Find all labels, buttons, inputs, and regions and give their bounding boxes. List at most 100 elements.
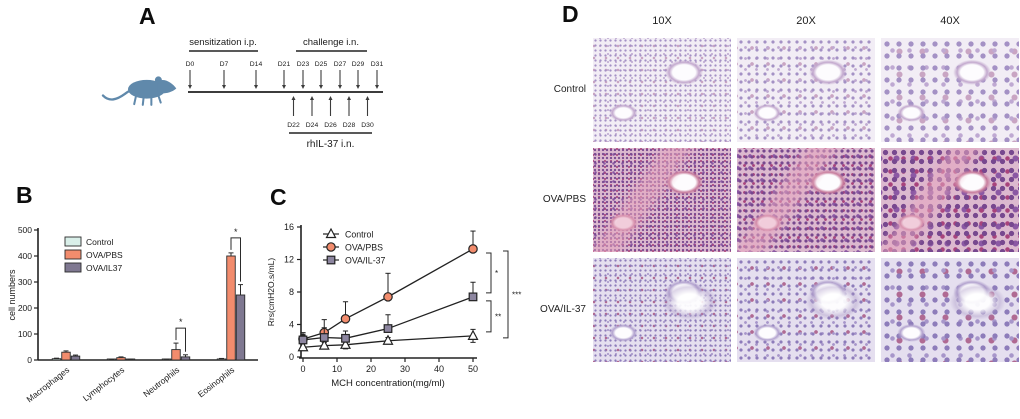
significance-bracket — [230, 237, 241, 282]
histology-image-control-10x — [593, 38, 731, 142]
y-tick-label: 0 — [27, 355, 32, 365]
histology-image-ova-pbs-10x — [593, 148, 731, 252]
x-tick-label: 20 — [366, 364, 376, 374]
y-tick-label: 8 — [289, 287, 294, 297]
day-label: D24 — [306, 122, 319, 129]
airway-resistance-line-chart: 0 10 20 30 40 50 0 4 8 12 16 MCH concentration(mg/m… — [266, 222, 521, 389]
data-point-Control — [382, 334, 394, 345]
mouse-leg — [157, 94, 162, 104]
y-tick-label: 500 — [18, 225, 32, 235]
data-point-Control — [318, 339, 330, 350]
histology-image-ova-pbs-40x — [881, 148, 1019, 252]
magnification-header-40x: 40X — [940, 15, 960, 27]
legend-label: OVA/IL-37 — [345, 256, 386, 266]
bar-OVA/PBS — [116, 357, 126, 361]
treatment-up-arrow-head — [347, 96, 351, 100]
y-axis-title: cell numbers — [7, 269, 17, 321]
histology-image-control-20x — [737, 38, 875, 142]
panel-d-label: D — [562, 1, 579, 27]
data-point-Control — [297, 340, 309, 352]
injection-down-arrow-head — [254, 85, 258, 89]
bar-Control — [51, 358, 62, 361]
day-label: D28 — [343, 122, 356, 129]
injection-down-arrow-head — [282, 85, 286, 89]
y-tick-label: 12 — [284, 255, 294, 265]
treatment-up-arrow-head — [365, 96, 370, 100]
x-tick-label: 40 — [434, 364, 444, 374]
data-point-OVA/IL-37 — [341, 333, 350, 343]
x-tick-label: 0 — [300, 364, 305, 374]
data-point-OVA/PBS — [468, 244, 478, 254]
bar-OVA/IL37 — [235, 294, 246, 361]
legend-swatch — [64, 262, 82, 273]
significance-label: *** — [512, 290, 521, 299]
histology-row-label-control: Control — [553, 84, 586, 95]
histology-image-ova-il37-10x — [593, 258, 731, 362]
x-tick-label: 10 — [332, 364, 342, 374]
day-label: D21 — [278, 61, 291, 68]
day-label: D0 — [186, 61, 195, 68]
histology-image-ova-il37-40x — [881, 258, 1019, 362]
treatment-label: rhIL-37 i.n. — [307, 139, 355, 150]
day-label: D30 — [361, 122, 374, 129]
mouse-leg — [133, 96, 137, 106]
injection-down-arrow-head — [222, 85, 226, 89]
day-label: D29 — [352, 61, 365, 68]
magnification-header-10x: 10X — [652, 15, 672, 27]
mouse-leg — [141, 96, 145, 106]
data-point-OVA/PBS — [340, 314, 351, 324]
y-tick-label: 0 — [289, 352, 294, 362]
y-axis-title: Rrs(cmH2O.s/mL) — [266, 258, 276, 327]
mouse-body — [127, 79, 166, 99]
data-point-Control — [340, 338, 351, 349]
significance-bracket — [175, 327, 186, 352]
bar-OVA/PBS — [61, 351, 71, 361]
bar-OVA/PBS — [226, 255, 236, 361]
histology-image-ova-il37-20x — [737, 258, 875, 362]
challenge-label: challenge i.n. — [303, 37, 359, 48]
category-label: Macrophages — [24, 365, 71, 405]
y-tick-label: 100 — [18, 329, 32, 339]
day-label: D25 — [315, 61, 328, 68]
data-point-OVA/PBS — [383, 292, 393, 302]
legend-label: OVA/PBS — [86, 250, 123, 260]
significance-label: * — [234, 227, 238, 237]
injection-down-arrow-head — [301, 85, 305, 89]
legend-label: Control — [86, 237, 114, 247]
y-tick-label: 4 — [289, 320, 294, 330]
cell-numbers-bar-chart: 0 100 200 300 400 500 cell numbers Macrophages L… — [7, 225, 258, 405]
histology-row-label-ova-pbs: OVA/PBS — [542, 194, 586, 205]
panel-c-label: C — [270, 184, 287, 210]
legend-swatch — [64, 249, 82, 260]
day-label: D31 — [371, 61, 384, 68]
y-tick-label: 400 — [18, 251, 32, 261]
y-tick-label: 300 — [18, 277, 32, 287]
y-tick-label: 200 — [18, 303, 32, 313]
data-point-OVA/IL-37 — [298, 335, 308, 345]
legend-marker — [325, 227, 337, 239]
category-label: Eosinophils — [196, 365, 236, 400]
panel-b-label: B — [16, 182, 33, 208]
day-label: D22 — [287, 122, 300, 129]
day-label: D26 — [324, 122, 337, 129]
experiment-timeline-diagram: sensitization i.p. challenge i.n. D0 D7 D14 D… — [101, 37, 384, 150]
bar-OVA/PBS — [171, 349, 181, 361]
injection-down-arrow-head — [188, 85, 192, 89]
mouse-head — [157, 80, 177, 94]
significance-label: * — [495, 269, 498, 278]
significance-label: ** — [495, 312, 501, 321]
mouse-icon — [101, 76, 177, 106]
mouse-ear — [154, 76, 162, 84]
data-point-Control — [467, 329, 479, 340]
day-label: D7 — [220, 61, 229, 68]
bar-OVA/IL37 — [180, 356, 191, 361]
legend-marker — [326, 255, 336, 265]
injection-down-arrow-head — [375, 85, 379, 89]
day-label: D14 — [250, 61, 263, 68]
magnification-header-20x: 20X — [796, 15, 816, 27]
data-point-OVA/IL-37 — [383, 324, 393, 333]
histology-image-control-40x — [881, 38, 1019, 142]
x-tick-label: 30 — [400, 364, 410, 374]
legend-label: OVA/PBS — [345, 243, 383, 253]
